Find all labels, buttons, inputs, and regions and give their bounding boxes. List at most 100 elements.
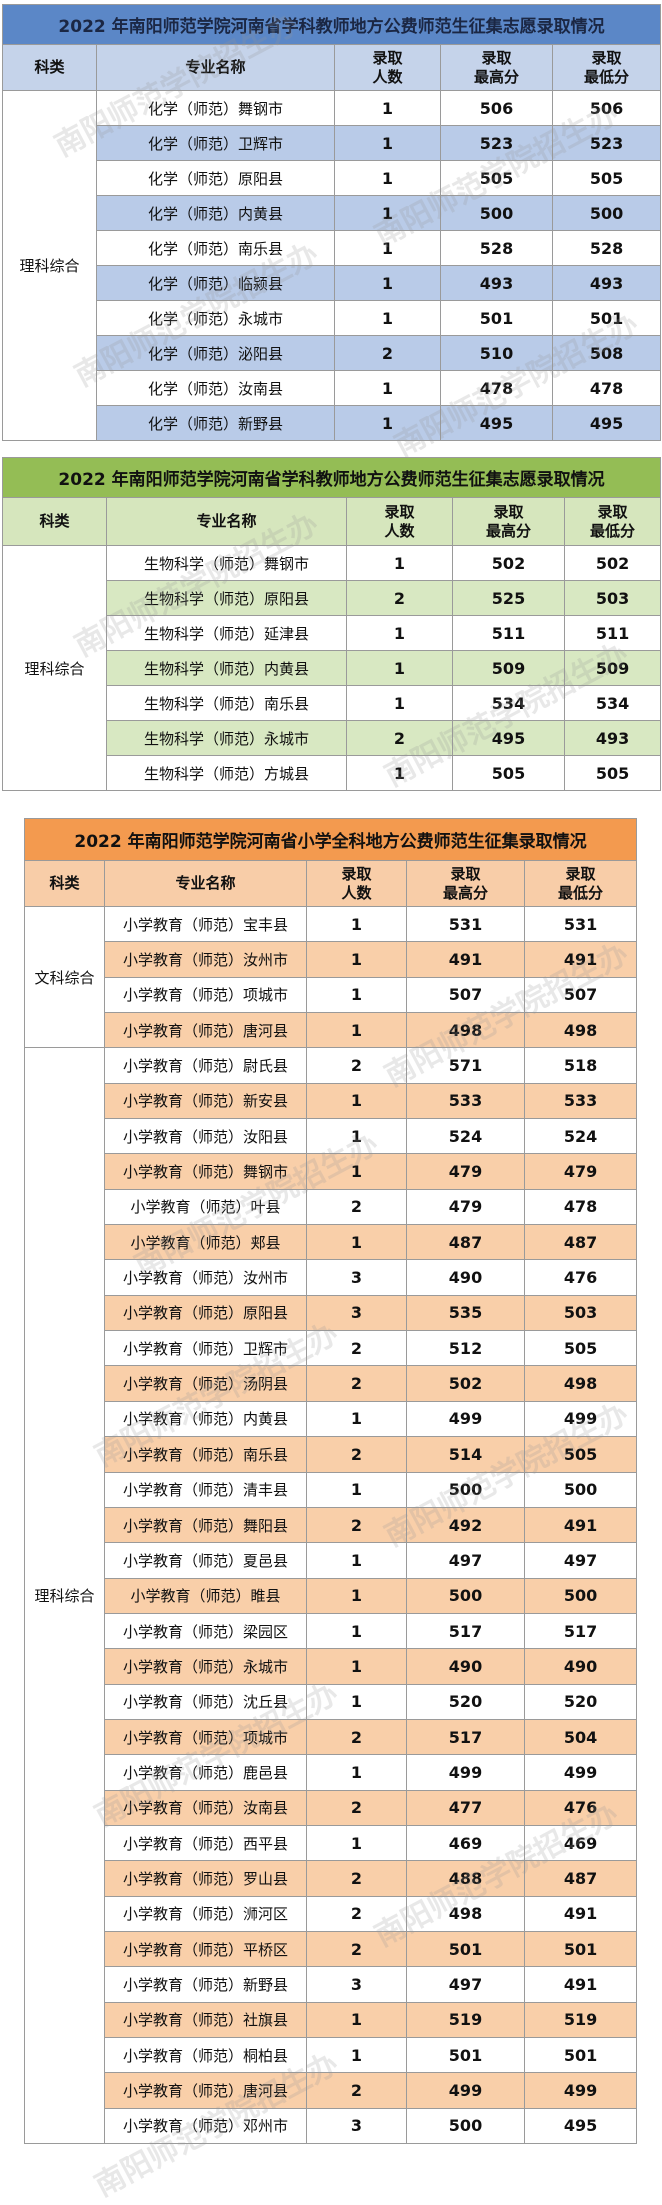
- primary-education-admission-table: 2022 年南阳师范学院河南省小学全科地方公费师范生征集录取情况 科类 专业名称…: [23, 818, 638, 2145]
- min-score-cell: 502: [563, 545, 662, 581]
- min-score-cell: 476: [523, 1789, 638, 1826]
- column-header-category: 科类: [2, 497, 107, 546]
- count-cell: 1: [306, 976, 407, 1014]
- count-cell: 1: [346, 685, 453, 721]
- min-score-cell: 493: [563, 720, 662, 756]
- max-score-cell: 502: [452, 545, 565, 581]
- column-header-count: 录取 人数: [334, 44, 441, 91]
- major-cell: 小学教育（师范）汝州市: [104, 941, 307, 978]
- major-cell: 小学教育（师范）新安县: [104, 1082, 307, 1120]
- table-row: 小学教育（师范）叶县 2 479 478: [25, 1188, 638, 1226]
- max-score-cell: 517: [406, 1718, 525, 1756]
- max-score-cell: 500: [406, 2107, 525, 2145]
- min-score-cell: 511: [563, 615, 662, 651]
- min-score-cell: 491: [523, 1506, 638, 1544]
- min-score-cell: 498: [523, 1365, 638, 1402]
- column-header-min-score: 录取 最低分: [563, 497, 662, 546]
- major-cell: 生物科学（师范）延津县: [106, 615, 347, 651]
- major-cell: 小学教育（师范）西平县: [104, 1824, 307, 1862]
- table-row: 小学教育（师范）西平县 1 469 469: [25, 1824, 638, 1862]
- table-row: 生物科学（师范）方城县 1 505 505: [3, 755, 662, 791]
- min-score-cell: 500: [551, 195, 662, 231]
- major-cell: 小学教育（师范）舞阳县: [104, 1506, 307, 1544]
- major-cell: 化学（师范）舞钢市: [96, 90, 335, 126]
- major-cell: 生物科学（师范）原阳县: [106, 580, 347, 616]
- count-cell: 1: [334, 125, 441, 161]
- column-header-max-score: 录取 最高分: [406, 860, 525, 907]
- table-row: 化学（师范）原阳县 1 505 505: [3, 160, 662, 196]
- max-score-cell: 501: [406, 1930, 525, 1968]
- max-score-cell: 506: [440, 90, 553, 126]
- table-row: 生物科学（师范）永城市 2 495 493: [3, 720, 662, 756]
- table-row: 文科综合 小学教育（师范）宝丰县 1 531 531: [24, 905, 638, 1049]
- max-score-cell: 500: [406, 1577, 525, 1614]
- max-score-cell: 499: [406, 1754, 525, 1791]
- major-cell: 小学教育（师范）叶县: [104, 1188, 307, 1226]
- count-cell: 1: [346, 615, 453, 651]
- count-cell: 2: [306, 1930, 407, 1968]
- biology-admission-table: 2022 年南阳师范学院河南省学科教师地方公费师范生征集志愿录取情况 科类 专业…: [1, 457, 662, 791]
- major-cell: 化学（师范）新野县: [96, 405, 335, 441]
- table-row: 生物科学（师范）原阳县 2 525 503: [3, 580, 662, 616]
- max-score-cell: 477: [406, 1789, 525, 1826]
- table-row: 理科综合 化学（师范）舞钢市 1 506 506: [2, 90, 662, 441]
- major-cell: 小学教育（师范）汝州市: [104, 1259, 307, 1296]
- count-cell: 1: [306, 1082, 407, 1120]
- table-row: 小学教育（师范）舞钢市 1 479 479: [25, 1153, 638, 1190]
- max-score-cell: 531: [406, 905, 525, 943]
- table-title: 2022 年南阳师范学院河南省小学全科地方公费师范生征集录取情况: [23, 818, 638, 861]
- count-cell: 1: [306, 941, 407, 978]
- max-score-cell: 511: [452, 615, 565, 651]
- major-cell: 化学（师范）泌阳县: [96, 335, 335, 371]
- major-cell: 小学教育（师范）睢县: [104, 1577, 307, 1614]
- table-row: 小学教育（师范）项城市 2 517 504: [25, 1718, 638, 1756]
- min-score-cell: 501: [523, 2036, 638, 2074]
- count-cell: 1: [306, 1118, 407, 1155]
- major-cell: 小学教育（师范）项城市: [104, 976, 307, 1014]
- min-score-cell: 497: [523, 1542, 638, 1579]
- count-cell: 1: [306, 1648, 407, 1685]
- max-score-cell: 514: [406, 1436, 525, 1473]
- table-row: 化学（师范）泌阳县 2 510 508: [3, 335, 662, 371]
- min-score-cell: 520: [523, 1683, 638, 1720]
- min-score-cell: 495: [551, 405, 662, 441]
- max-score-cell: 523: [440, 125, 553, 161]
- major-cell: 生物科学（师范）方城县: [106, 755, 347, 791]
- table-row: 小学教育（师范）舞阳县 2 492 491: [25, 1506, 638, 1544]
- min-score-cell: 534: [563, 685, 662, 721]
- max-score-cell: 487: [406, 1224, 525, 1261]
- min-score-cell: 528: [551, 230, 662, 266]
- table-row: 小学教育（师范）汝阳县 1 524 524: [25, 1118, 638, 1155]
- min-score-cell: 523: [551, 125, 662, 161]
- count-cell: 1: [306, 905, 407, 943]
- min-score-cell: 519: [523, 2001, 638, 2039]
- max-score-cell: 534: [452, 685, 565, 721]
- max-score-cell: 510: [440, 335, 553, 371]
- max-score-cell: 501: [406, 2036, 525, 2074]
- max-score-cell: 479: [406, 1153, 525, 1190]
- count-cell: 2: [306, 1365, 407, 1402]
- major-cell: 小学教育（师范）项城市: [104, 1718, 307, 1756]
- max-score-cell: 498: [406, 1895, 525, 1932]
- min-score-cell: 500: [523, 1577, 638, 1614]
- max-score-cell: 501: [440, 300, 553, 336]
- column-header-count: 录取 人数: [346, 497, 453, 546]
- table-row: 小学教育（师范）邓州市 3 500 495: [25, 2107, 638, 2145]
- max-score-cell: 495: [452, 720, 565, 756]
- table-row: 小学教育（师范）汝南县 2 477 476: [25, 1789, 638, 1826]
- column-header-major: 专业名称: [96, 44, 335, 91]
- major-cell: 小学教育（师范）唐河县: [104, 2072, 307, 2109]
- min-score-cell: 509: [563, 650, 662, 686]
- count-cell: 3: [306, 1966, 407, 2003]
- table-row: 小学教育（师范）桐柏县 1 501 501: [25, 2036, 638, 2074]
- count-cell: 1: [306, 1612, 407, 1650]
- min-score-cell: 524: [523, 1118, 638, 1155]
- column-header-category: 科类: [2, 44, 97, 91]
- min-score-cell: 491: [523, 941, 638, 978]
- max-score-cell: 505: [440, 160, 553, 196]
- max-score-cell: 479: [406, 1188, 525, 1226]
- min-score-cell: 501: [551, 300, 662, 336]
- table-row: 化学（师范）卫辉市 1 523 523: [3, 125, 662, 161]
- table-row: 小学教育（师范）内黄县 1 499 499: [25, 1400, 638, 1438]
- major-cell: 小学教育（师范）沈丘县: [104, 1683, 307, 1720]
